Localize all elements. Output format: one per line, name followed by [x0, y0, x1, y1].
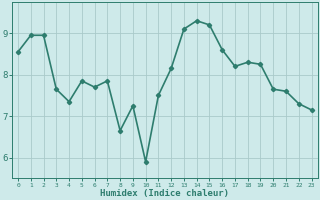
X-axis label: Humidex (Indice chaleur): Humidex (Indice chaleur) — [100, 189, 229, 198]
